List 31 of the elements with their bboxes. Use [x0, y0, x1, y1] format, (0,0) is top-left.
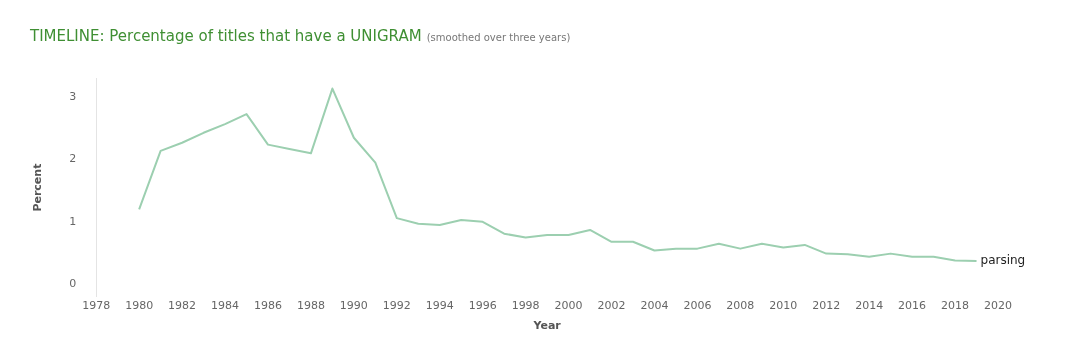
- chart-title: TIMELINE: Percentage of titles that have a UNIGRAM: [30, 27, 422, 45]
- y-tick-label: 0: [69, 277, 77, 290]
- x-tick-label: 2006: [683, 299, 712, 313]
- x-tick-label: 2004: [640, 299, 669, 313]
- x-tick-label: 2002: [597, 299, 626, 313]
- x-tick-label: 1992: [382, 299, 411, 313]
- x-tick-label: 2020: [984, 299, 1012, 313]
- x-tick-label: 2018: [941, 299, 970, 313]
- x-axis-title: Year: [532, 319, 562, 333]
- x-tick-label: 1984: [211, 299, 240, 313]
- x-tick-label: 1980: [125, 299, 154, 313]
- x-tick-label: 2016: [898, 299, 927, 313]
- x-tick-label: 2008: [726, 299, 755, 313]
- x-tick-label: 2014: [855, 299, 884, 313]
- y-tick-label: 3: [69, 90, 77, 104]
- x-tick-label: 2000: [554, 299, 583, 313]
- x-tick-label: 2012: [812, 299, 841, 313]
- chart-subtitle: (smoothed over three years): [426, 32, 571, 43]
- x-tick-label: 1996: [468, 299, 497, 313]
- x-tick-label: 1988: [296, 299, 325, 313]
- y-tick-label: 1: [69, 214, 77, 228]
- x-tick-label: 1978: [82, 299, 111, 313]
- x-tick-label: 1998: [511, 299, 540, 313]
- x-tick-label: 1994: [425, 299, 454, 313]
- series-label: parsing: [980, 253, 1026, 268]
- x-tick-label: 1990: [339, 299, 368, 313]
- y-axis-title: Percent: [31, 163, 45, 212]
- x-tick-label: 2010: [769, 299, 798, 313]
- y-tick-label: 2: [69, 152, 77, 166]
- x-tick-label: 1982: [168, 299, 197, 313]
- x-tick-label: 1986: [253, 299, 282, 313]
